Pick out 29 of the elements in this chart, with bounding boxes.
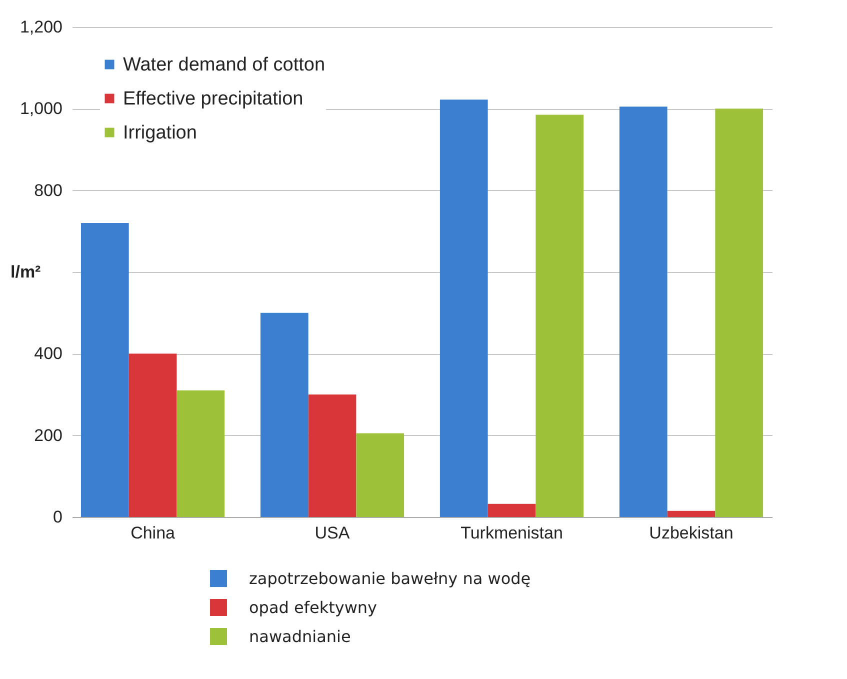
y-tick-label: 1,200 — [20, 18, 62, 36]
bar — [536, 114, 584, 517]
x-tick-label: Uzbekistan — [649, 524, 734, 542]
bar — [80, 223, 129, 517]
y-tick-label: 400 — [34, 344, 62, 364]
bar — [260, 312, 308, 517]
bar — [308, 394, 356, 517]
y-tick-label: 0 — [53, 508, 62, 526]
legend-label: Water demand of cotton — [123, 54, 326, 76]
y-axis-title: l/m² — [10, 262, 42, 282]
legend-label: Irrigation — [123, 122, 197, 144]
x-tick-label: Turkmenistan — [460, 524, 563, 542]
bar — [619, 106, 668, 517]
bar — [667, 510, 716, 517]
x-tick-label: USA — [314, 524, 350, 542]
bar — [176, 390, 225, 517]
legend-label: Effective precipitation — [123, 88, 304, 110]
bar — [488, 504, 536, 517]
bar — [128, 354, 177, 517]
text: zapotrzebowanie bawełny na wodę — [249, 569, 531, 588]
y-tick-label: 1,000 — [20, 99, 62, 118]
y-tick-label: 800 — [34, 180, 62, 200]
x-tick-label: China — [130, 524, 176, 542]
y-tick-label: 200 — [34, 426, 62, 445]
bar — [356, 433, 404, 517]
bar — [440, 100, 488, 517]
text: opad efektywny — [249, 598, 378, 617]
text: nawadnianie — [249, 627, 351, 646]
bar — [715, 108, 764, 517]
